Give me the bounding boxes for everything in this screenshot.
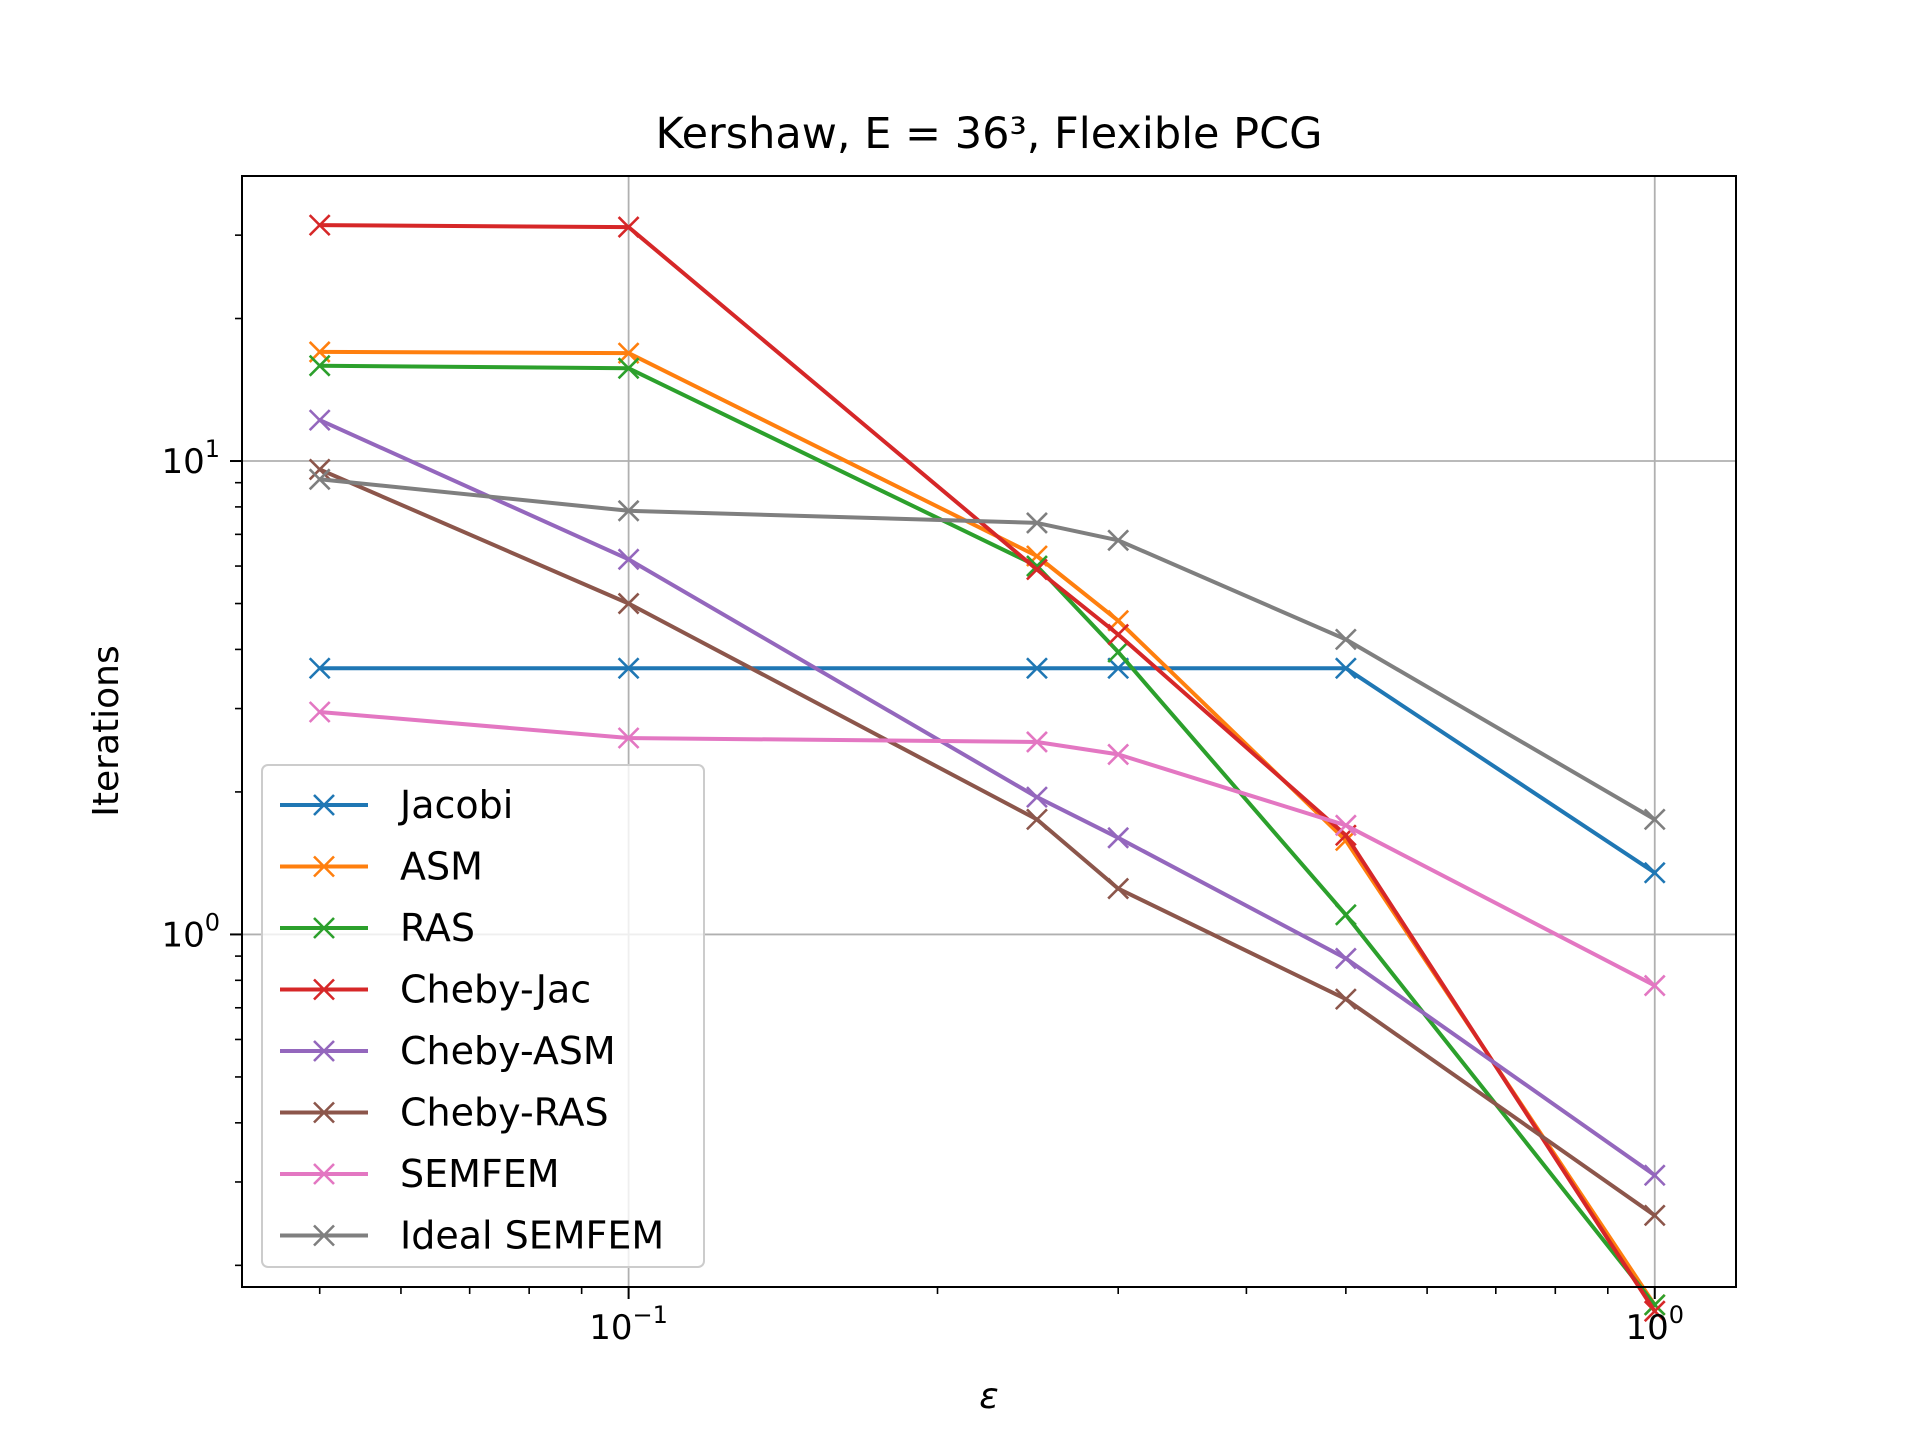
data-point-cheby-ras (1643, 1204, 1666, 1227)
data-point-semfem (1107, 743, 1130, 766)
data-point-cheby-asm (308, 409, 331, 432)
data-point-ideal-semfem (1107, 529, 1130, 552)
data-point-ideal-semfem (1334, 628, 1357, 651)
series-line-jacobi (317, 666, 1657, 875)
series-line-ideal-semfem (317, 477, 1657, 822)
legend-label: Ideal SEMFEM (400, 1214, 664, 1258)
legend-item-cheby-ras: Cheby-RAS (280, 1091, 609, 1135)
legend-label: ASM (400, 845, 483, 889)
data-point-cheby-jac (1107, 623, 1130, 646)
data-point-cheby-jac (308, 214, 331, 237)
data-point-ras (1107, 641, 1130, 663)
series-cheby-ras (308, 458, 1666, 1227)
legend-marker (313, 1224, 335, 1247)
legend-label: Jacobi (398, 783, 513, 827)
series-line-semfem (317, 710, 1657, 988)
data-point-semfem (617, 727, 640, 749)
series-line-cheby-ras (317, 467, 1657, 1218)
legend-marker (313, 855, 335, 878)
x-axis-label: ε (979, 1376, 998, 1417)
legend-item-semfem: SEMFEM (280, 1152, 560, 1196)
data-point-cheby-jac (1026, 558, 1048, 581)
legend-label: RAS (400, 906, 475, 950)
data-point-jacobi (1334, 657, 1357, 680)
plot-series (308, 214, 1666, 1323)
data-point-cheby-asm (1643, 1164, 1666, 1187)
data-point-cheby-ras (308, 458, 331, 481)
data-point-cheby-asm (1334, 947, 1357, 970)
legend-item-asm: ASM (280, 845, 483, 889)
data-point-cheby-asm (1026, 786, 1048, 809)
legend-marker (313, 1040, 335, 1062)
chart-title: Kershaw, E = 36³, Flexible PCG (656, 109, 1323, 159)
series-cheby-asm (308, 409, 1666, 1187)
plot-frame (241, 175, 1737, 1288)
data-point-ras (1334, 903, 1357, 926)
legend-item-ras: RAS (280, 906, 475, 950)
data-point-jacobi (1026, 657, 1048, 680)
data-point-cheby-asm (1107, 826, 1130, 849)
data-point-semfem (1643, 974, 1666, 997)
minor-ticks (235, 234, 1609, 1294)
data-point-cheby-ras (617, 592, 640, 615)
legend-marker (313, 1163, 335, 1185)
data-point-ideal-semfem (308, 468, 331, 491)
data-point-cheby-jac (1643, 1300, 1666, 1323)
legend-item-cheby-jac: Cheby-Jac (280, 968, 591, 1012)
data-point-ras (617, 357, 640, 380)
x-tick-label: 100 (1625, 1301, 1684, 1348)
data-point-jacobi (1643, 861, 1666, 884)
legend: Jacobi ASM RAS Cheby-Jac Cheby-ASM Cheby-RAS S… (261, 764, 705, 1268)
data-point-semfem (1026, 731, 1048, 753)
data-point-cheby-asm (617, 548, 640, 571)
legend-item-jacobi: Jacobi (280, 783, 513, 827)
legend-marker (313, 917, 335, 939)
data-point-cheby-ras (1334, 988, 1357, 1011)
data-point-ideal-semfem (1643, 808, 1666, 831)
series-cheby-jac (308, 214, 1666, 1323)
series-ideal-semfem (308, 468, 1666, 831)
x-tick-label: 10−1 (589, 1301, 668, 1348)
series-semfem (308, 701, 1666, 997)
data-point-cheby-ras (1107, 877, 1130, 900)
data-point-semfem (1334, 814, 1357, 837)
legend-label: Cheby-ASM (400, 1029, 616, 1073)
legend-item-ideal-semfem: Ideal SEMFEM (280, 1214, 664, 1258)
legend-box (261, 764, 705, 1268)
data-point-ideal-semfem (1026, 512, 1048, 534)
series-line-cheby-asm (317, 418, 1657, 1178)
y-axis-label: Iterations (86, 645, 127, 816)
series-line-ras (317, 363, 1657, 1307)
data-point-ras (308, 354, 331, 377)
data-point-cheby-jac (617, 216, 640, 239)
legend-label: Cheby-RAS (400, 1091, 609, 1135)
series-jacobi (308, 657, 1666, 884)
legend-item-cheby-asm: Cheby-ASM (280, 1029, 616, 1073)
legend-marker (313, 794, 335, 816)
data-point-cheby-ras (1026, 808, 1048, 831)
legend-label: Cheby-Jac (400, 968, 591, 1012)
legend-marker (313, 1101, 335, 1124)
series-ras (308, 354, 1666, 1316)
data-point-semfem (308, 701, 331, 723)
series-line-cheby-jac (317, 223, 1657, 1314)
data-point-jacobi (308, 657, 331, 680)
legend-marker (313, 978, 335, 1001)
data-point-jacobi (617, 657, 640, 680)
y-tick-label: 100 (161, 908, 220, 955)
data-point-ideal-semfem (617, 499, 640, 522)
legend-label: SEMFEM (400, 1152, 560, 1196)
